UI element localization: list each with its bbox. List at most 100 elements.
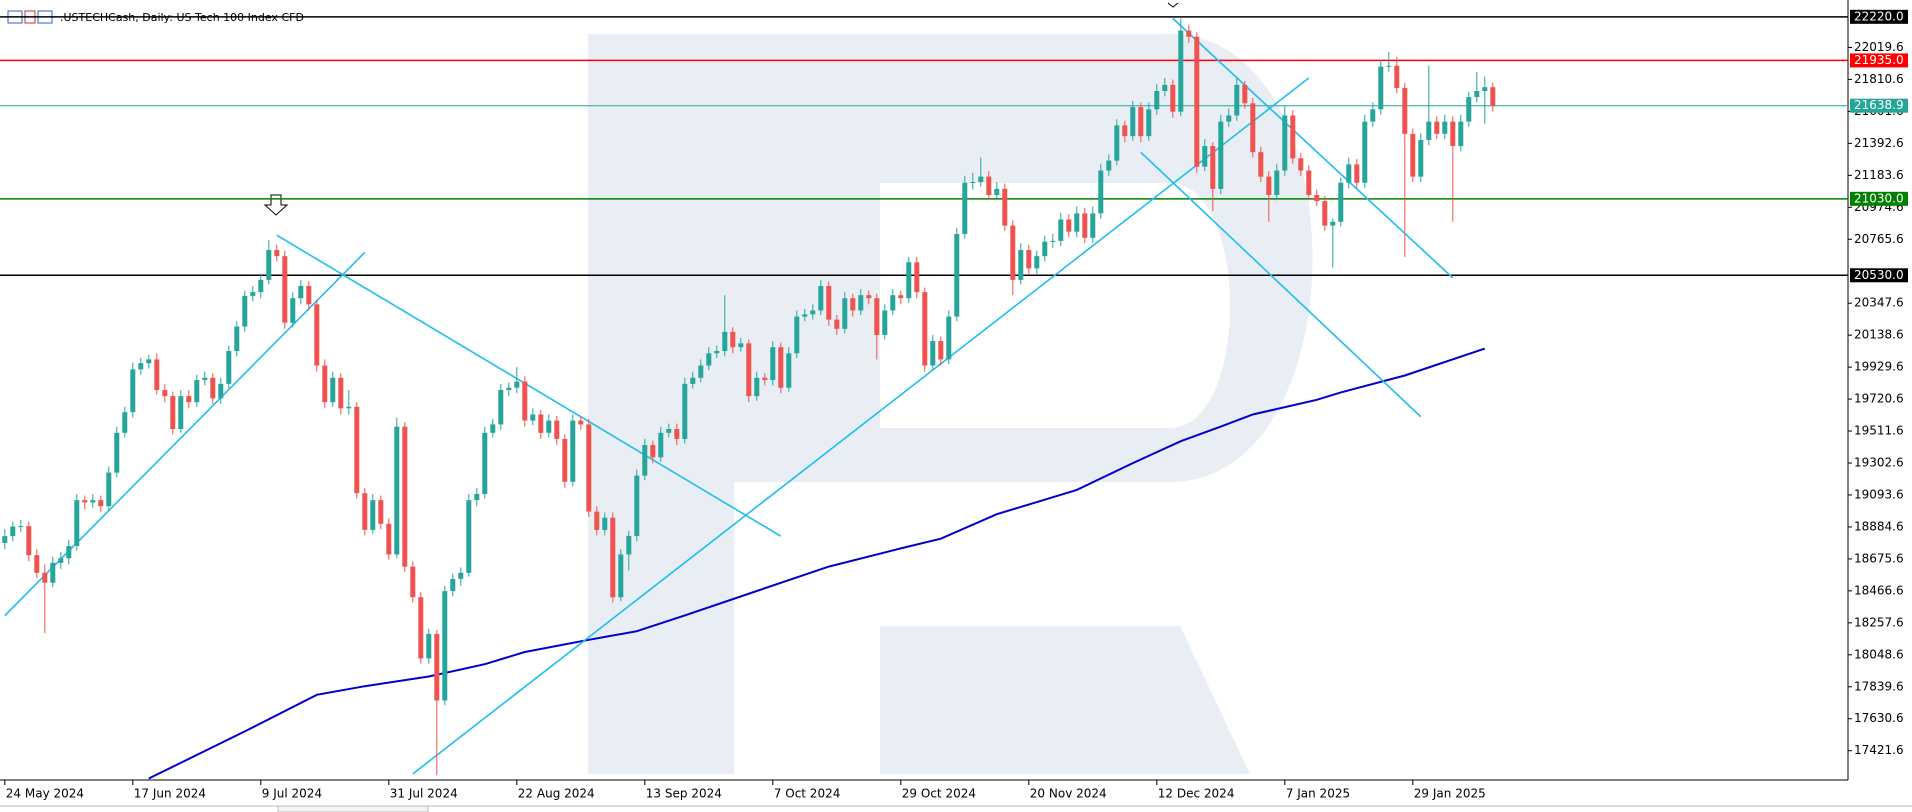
y-tick-label: 18048.6 — [1854, 647, 1904, 661]
candle-body — [1370, 109, 1376, 122]
candle-body — [2, 536, 8, 543]
candle-body — [1042, 241, 1048, 257]
candle-body — [1266, 176, 1272, 195]
candle-body — [954, 234, 960, 317]
candle-body — [90, 500, 96, 503]
candle-body — [1458, 121, 1464, 147]
candle-body — [786, 353, 792, 388]
candle-body — [306, 286, 312, 305]
candle-body — [434, 633, 440, 701]
moving-average — [148, 347, 1486, 780]
candle-body — [706, 353, 712, 366]
candle-body — [1154, 91, 1160, 110]
candle-body — [418, 597, 424, 659]
candle-body — [82, 500, 88, 503]
candle-body — [1394, 65, 1400, 88]
candle-body — [1306, 170, 1312, 195]
candle-body — [442, 591, 448, 701]
candle-body — [1066, 219, 1072, 232]
candle-body — [226, 351, 232, 384]
x-tick-label: 7 Oct 2024 — [774, 787, 841, 801]
watermark-bowl — [734, 34, 1313, 482]
candle-body — [1114, 125, 1120, 161]
candle-body — [1146, 109, 1152, 137]
candle-body — [1058, 219, 1064, 241]
candle-body — [258, 279, 264, 293]
trendline — [276, 234, 782, 537]
candle-body — [1130, 107, 1136, 137]
candle-body — [1282, 115, 1288, 171]
y-tick-label: 18675.6 — [1854, 551, 1904, 565]
x-tick-label: 12 Dec 2024 — [1158, 787, 1235, 801]
candle-body — [98, 500, 104, 507]
candle-body — [962, 182, 968, 234]
x-tick-label: 17 Jun 2024 — [134, 787, 206, 801]
down-arrow-marker — [263, 194, 289, 216]
candle-body — [130, 369, 136, 413]
candle-body — [18, 526, 24, 528]
x-tick-label: 29 Oct 2024 — [902, 787, 976, 801]
y-tick-label: 18466.6 — [1854, 583, 1904, 597]
candle-body — [690, 377, 696, 384]
tab[interactable] — [277, 805, 429, 812]
candle-body — [898, 295, 904, 299]
candle-body — [794, 316, 800, 354]
candle-body — [394, 426, 400, 555]
candle-body — [482, 432, 488, 494]
trendline — [412, 77, 1310, 775]
candle-body — [1362, 121, 1368, 183]
candle-body — [514, 381, 520, 388]
candle-body — [1402, 87, 1408, 134]
y-tick-label: 19511.6 — [1854, 424, 1904, 438]
x-tick-label: 29 Jan 2025 — [1414, 787, 1486, 801]
candle-body — [290, 298, 296, 323]
candle-body — [1194, 36, 1200, 167]
candle-body — [970, 182, 976, 183]
candle-body — [402, 426, 408, 567]
candle-body — [1314, 195, 1320, 202]
y-tick-label: 17839.6 — [1854, 679, 1904, 693]
candle-body — [978, 176, 984, 182]
candle-body — [1354, 164, 1360, 183]
candle-body — [682, 383, 688, 439]
level-label-box — [1850, 53, 1908, 68]
y-tick-label: 21810.6 — [1854, 72, 1904, 86]
candle-body — [250, 292, 256, 296]
candle-body — [162, 390, 168, 397]
candle-body — [834, 319, 840, 329]
candle-body — [1258, 152, 1264, 177]
x-tick-label: 13 Sep 2024 — [646, 787, 722, 801]
x-tick-label: 24 May 2024 — [6, 787, 84, 801]
candle-body — [802, 314, 808, 317]
y-tick-label: 19093.6 — [1854, 487, 1904, 501]
candle-body — [1122, 125, 1128, 137]
candle-body — [1418, 139, 1424, 177]
candle-body — [1482, 87, 1488, 91]
y-tick-label: 20138.6 — [1854, 328, 1904, 342]
candle-body — [1378, 66, 1384, 110]
level-label-box — [1850, 9, 1908, 24]
candle-body — [354, 406, 360, 494]
level-label-box — [1850, 98, 1908, 113]
candle-body — [1250, 103, 1256, 153]
candle-body — [210, 377, 216, 399]
candle-body — [810, 310, 816, 315]
candle-body — [530, 414, 536, 421]
candle-body — [186, 396, 192, 403]
candle-body — [378, 500, 384, 524]
y-tick-label: 22019.6 — [1854, 40, 1904, 54]
candle-body — [698, 365, 704, 378]
candle-body — [146, 359, 152, 364]
watermark-stem — [588, 34, 734, 774]
y-tick-label: 21183.6 — [1854, 168, 1904, 182]
candle-body — [538, 414, 544, 433]
x-tick-label: 9 Jul 2024 — [262, 787, 322, 801]
candle-body — [386, 523, 392, 555]
candle-body — [10, 526, 16, 537]
candle-body — [938, 341, 944, 360]
y-tick-label: 19929.6 — [1854, 360, 1904, 374]
candle-body — [338, 377, 344, 409]
candle-body — [1034, 256, 1040, 269]
candle-body — [58, 558, 64, 563]
candle-body — [322, 365, 328, 403]
